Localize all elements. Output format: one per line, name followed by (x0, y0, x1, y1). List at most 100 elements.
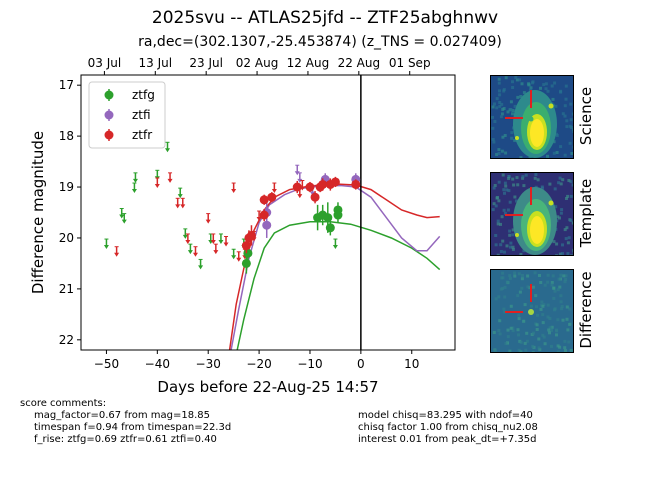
cutout-noise (520, 82, 524, 86)
cutout-noise (511, 247, 515, 251)
upper-limit-arrowhead (121, 219, 127, 224)
cutout-noise (496, 253, 500, 255)
difference-cutout-label: Difference (575, 269, 597, 351)
detection-point-ztfr (330, 176, 340, 188)
cutout-noise (569, 118, 573, 122)
cutout-noise (503, 250, 506, 254)
cutout-noise (544, 82, 548, 86)
upper-limit-arrowhead (103, 245, 109, 250)
legend-item-ztfr: ztfr (104, 128, 152, 142)
cutout-noise (568, 124, 572, 128)
cutout-noise (506, 328, 510, 332)
cutout-noise (544, 87, 548, 91)
cutout-noise (500, 102, 504, 106)
cutout-noise (559, 300, 563, 304)
cutout-noise (507, 175, 511, 178)
detection-marker (246, 230, 256, 240)
cutout-noise (497, 295, 501, 299)
cutout-noise (546, 154, 549, 158)
cutout-noise (499, 243, 503, 247)
legend-item-ztfi: ztfi (104, 108, 151, 122)
cutout-noise (563, 280, 567, 284)
upper-limit-arrowhead (210, 239, 216, 244)
galaxy-core (530, 216, 544, 244)
score-comments-right: model chisq=83.295 with ndof=40 chisq fac… (358, 410, 538, 446)
difference-cutout-image (490, 269, 574, 353)
cutout-noise (524, 348, 528, 352)
cutout-noise (496, 222, 500, 226)
detection-point-ztfr (259, 194, 269, 205)
cutout-noise (519, 156, 523, 158)
cutout-noise (564, 274, 568, 278)
upper-limit-arrowhead (132, 178, 138, 183)
plot-frame (80, 74, 456, 351)
detection-marker (262, 220, 272, 230)
cutout-noise (529, 86, 533, 90)
cutout-noise (493, 120, 497, 123)
cutout-noise (513, 274, 517, 278)
upper-limit-ztfr (223, 236, 229, 247)
score-comments-left: score comments: mag_factor=0.67 from mag=… (20, 398, 231, 446)
detection-point-ztfr (351, 179, 361, 190)
upper-limit-arrowhead (131, 189, 137, 194)
cutout-noise (568, 322, 572, 326)
cutout-noise (563, 228, 567, 232)
y-axis-label: Difference magnitude (29, 131, 47, 294)
cutout-noise (510, 131, 514, 135)
cutout-noise (505, 280, 509, 284)
science-cutout-label: Science (575, 75, 597, 157)
cutout-noise (498, 89, 501, 93)
cutout-noise (536, 313, 539, 317)
upper-limit-ztfg (187, 243, 193, 255)
legend-label: ztfg (132, 88, 155, 102)
y-tick-label: 22 (59, 333, 74, 347)
cutout-noise (560, 307, 564, 311)
upper-limit-ztfg (177, 187, 183, 199)
cutout-noise (502, 188, 506, 192)
cutout-noise (501, 135, 505, 139)
detection-marker (259, 210, 269, 220)
detection-marker (333, 210, 343, 220)
upper-limit-arrowhead (175, 204, 181, 209)
cutout-noise (534, 173, 538, 176)
template-cutout-label: Template (575, 172, 597, 254)
cutout-noise (537, 337, 541, 341)
upper-limit-ztfg (131, 182, 137, 194)
cutout-noise (553, 187, 557, 191)
cutout-noise (566, 328, 570, 332)
detection-point-ztfr (267, 192, 277, 203)
upper-limit-ztfg (198, 258, 204, 270)
cutout-noise (565, 317, 569, 321)
cutout-noise (495, 153, 499, 156)
upper-limit-ztfg (121, 213, 127, 224)
cutout-noise (508, 274, 512, 278)
cutout-noise (517, 313, 521, 317)
upper-limit-arrowhead (294, 171, 300, 176)
cutout-noise (517, 348, 521, 352)
science-cutout-canvas (491, 76, 573, 158)
cutout-noise (563, 114, 567, 118)
model-comment-line: chisq factor 1.00 from chisq_nu2.08 (358, 422, 538, 433)
detection-marker (259, 195, 269, 205)
cutout-noise (497, 148, 501, 152)
cutout-noise (536, 178, 540, 182)
template-label-text: Template (577, 178, 595, 248)
cutout-noise (533, 271, 537, 275)
cutout-noise (558, 345, 562, 349)
cutout-noise (566, 252, 570, 255)
cutout-noise (568, 141, 572, 145)
cutout-noise (498, 319, 502, 323)
cutout-noise (525, 339, 529, 343)
cutout-noise (528, 286, 532, 290)
upper-limit-arrowhead (119, 214, 125, 219)
cutout-noise (556, 215, 560, 219)
x-tick-label: 10 (404, 357, 419, 371)
cutout-noise (522, 91, 526, 95)
upper-limit-ztfr (210, 233, 216, 244)
cutout-noise (555, 254, 559, 255)
cutout-noise (497, 81, 501, 85)
top-tick-label: 03 Jul (88, 56, 122, 70)
upper-limit-arrowhead (187, 250, 193, 255)
plot-area (103, 75, 441, 350)
cutout-noise (510, 136, 514, 140)
